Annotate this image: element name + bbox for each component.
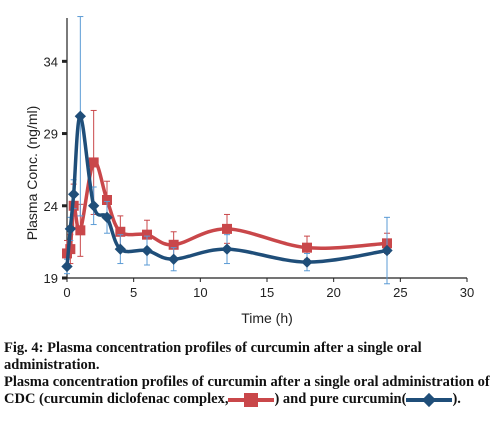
data-point-pure-curcumin (141, 244, 153, 257)
data-point-cdc (102, 195, 112, 205)
x-tick-label: 5 (130, 285, 137, 300)
data-point-pure-curcumin (61, 260, 73, 273)
x-tick-label: 10 (193, 285, 207, 300)
data-point-cdc (88, 157, 99, 168)
data-point-pure-curcumin (381, 244, 393, 257)
figure-caption: Fig. 4: Plasma concentration profiles of… (4, 340, 496, 408)
y-tick-label: 29 (44, 127, 58, 142)
data-point-pure-curcumin (301, 256, 313, 268)
x-tick-label: 25 (393, 285, 407, 300)
data-point-pure-curcumin (68, 188, 80, 200)
data-point-cdc (65, 244, 76, 255)
data-point-pure-curcumin (221, 243, 233, 255)
legend-swatch-pure (406, 392, 453, 407)
legend-swatch-cdc (228, 392, 275, 407)
data-point-cdc (168, 239, 179, 250)
data-point-pure-curcumin (74, 110, 86, 122)
x-tick-label: 0 (63, 285, 70, 300)
legend-diamond-marker (422, 392, 437, 407)
x-tick-label: 30 (460, 285, 474, 300)
data-point-pure-curcumin (168, 253, 180, 265)
caption-title-text: : Plasma concentration profiles of curcu… (4, 340, 422, 373)
data-point-cdc (302, 242, 312, 253)
legend-square-marker (244, 392, 259, 407)
caption-description-start: Plasma concentration profiles of curcumi… (4, 374, 490, 407)
y-tick-label: 24 (44, 199, 58, 214)
caption-title: Fig. 4: Plasma concentration profiles of… (4, 340, 496, 374)
x-tick-label: 15 (260, 285, 274, 300)
caption-description-middle: ) and pure curcumin( (274, 391, 407, 407)
caption-description: Plasma concentration profiles of curcumi… (4, 374, 496, 408)
y-axis-title: Plasma Conc. (ng/ml) (24, 106, 40, 241)
x-axis-title: Time (h) (241, 310, 293, 326)
data-point-pure-curcumin (64, 223, 76, 235)
chart-figure: 0 5 10 15 20 25 30 19 24 29 34 Time (h) Plasma Conc.… (24, 16, 474, 326)
y-tick-label: 19 (44, 271, 58, 286)
data-point-cdc (222, 223, 232, 234)
y-tick-label: 34 (44, 54, 58, 69)
x-tick-label: 20 (326, 285, 340, 300)
data-point-cdc (142, 229, 152, 240)
data-point-cdc (75, 225, 86, 236)
data-point-pure-curcumin (88, 200, 100, 212)
caption-description-end: ). (452, 391, 461, 407)
plasma-concentration-chart: 0 5 10 15 20 25 30 19 24 29 34 Time (h) Plasma Conc.… (24, 16, 474, 326)
figure-label: Fig. 4 (4, 340, 39, 356)
data-point-cdc (115, 226, 126, 237)
